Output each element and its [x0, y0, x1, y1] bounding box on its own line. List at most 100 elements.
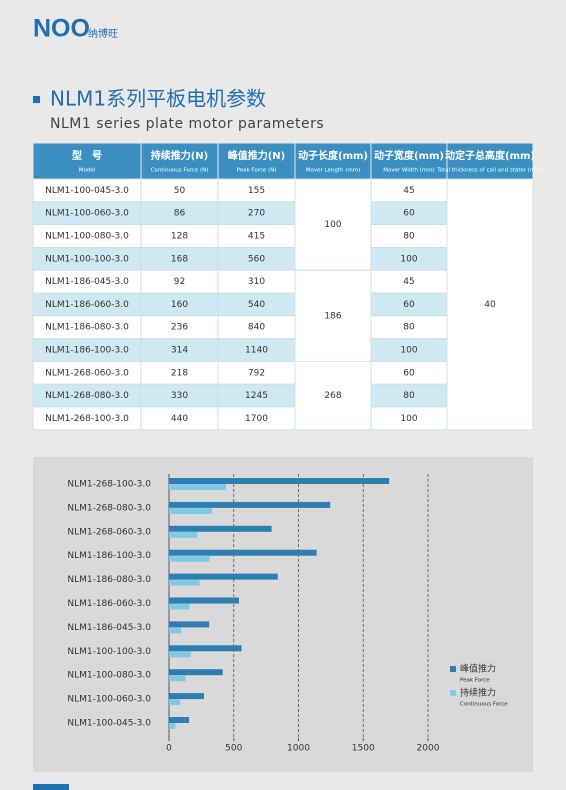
- cell-text: NLM1-268-060-3.0: [45, 368, 129, 378]
- subtitle: NLM1 series plate motor parameters: [50, 116, 324, 132]
- cell-text: 128: [171, 232, 188, 242]
- cell-text: 80: [403, 232, 415, 242]
- bar: [169, 549, 317, 556]
- bar: [169, 597, 239, 604]
- cell-text: NLM1-186-080-3.0: [45, 323, 129, 333]
- table-cell: [294, 178, 372, 271]
- header-cell: [446, 142, 534, 180]
- cell-text: 218: [171, 368, 188, 378]
- x-tick-label: 0: [166, 744, 172, 754]
- cell-text: 60: [403, 368, 415, 378]
- cell-text: NLM1-100-080-3.0: [45, 232, 129, 242]
- cell-text: 45: [403, 277, 414, 287]
- bar: [169, 579, 200, 586]
- header-en: Mover Width (mm): [383, 168, 435, 174]
- bar: [169, 555, 210, 562]
- bar: [169, 675, 186, 682]
- legend-swatch: [450, 666, 456, 672]
- bar: [169, 501, 331, 508]
- bar: [169, 645, 242, 652]
- cell-text: 268: [324, 391, 341, 401]
- cell-text: 560: [248, 254, 265, 264]
- cell-text: 100: [324, 220, 341, 230]
- bar: [169, 699, 181, 706]
- cell-text: NLM1-268-080-3.0: [45, 391, 129, 401]
- cell-text: 314: [171, 346, 188, 356]
- cell-text: 440: [171, 414, 188, 424]
- y-tick-label: NLM1-186-100-3.0: [67, 551, 151, 561]
- cell-text: 100: [400, 346, 417, 356]
- header-en: Total thickness of coil and stator (mm): [436, 168, 543, 174]
- cell-text: 92: [174, 277, 185, 287]
- header-en: Continuous Force (N): [151, 168, 209, 174]
- legend-swatch: [450, 690, 456, 696]
- cell-text: 80: [403, 391, 415, 401]
- cell-text: NLM1-186-045-3.0: [45, 277, 129, 287]
- y-tick-label: NLM1-268-080-3.0: [67, 503, 151, 513]
- bar: [169, 573, 278, 580]
- cell-text: 186: [324, 311, 341, 321]
- bar: [169, 693, 204, 700]
- cell-text: 60: [403, 300, 415, 310]
- y-tick-label: NLM1-100-080-3.0: [67, 671, 151, 681]
- bar: [169, 484, 226, 490]
- cell-text: NLM1-100-060-3.0: [45, 209, 129, 219]
- legend-label: 持续推力: [460, 687, 496, 699]
- cell-text: NLM1-186-060-3.0: [45, 300, 129, 310]
- x-tick-label: 2000: [417, 744, 440, 754]
- cell-text: 100: [400, 414, 417, 424]
- cell-text: 60: [403, 209, 415, 219]
- cell-text: 100: [400, 254, 417, 264]
- cell-text: 415: [248, 232, 265, 242]
- cell-text: 330: [171, 391, 188, 401]
- cell-text: 86: [174, 209, 186, 219]
- cell-text: 168: [171, 254, 188, 264]
- y-tick-label: NLM1-268-060-3.0: [67, 527, 151, 537]
- table-cell: [446, 178, 534, 431]
- cell-text: 540: [248, 300, 265, 310]
- footer-mark: [33, 784, 69, 790]
- header-zh: 动子长度(mm): [298, 149, 368, 162]
- header-en: Peak Force (N): [237, 168, 277, 174]
- cell-text: 45: [403, 186, 414, 196]
- y-tick-label: NLM1-100-045-3.0: [67, 719, 151, 729]
- y-tick-label: NLM1-186-080-3.0: [67, 575, 151, 585]
- bar: [169, 478, 390, 484]
- cell-text: 840: [248, 323, 265, 333]
- bar: [169, 627, 181, 634]
- y-tick-label: NLM1-268-100-3.0: [67, 480, 151, 490]
- cell-text: 236: [171, 323, 188, 333]
- y-tick-label: NLM1-186-060-3.0: [67, 599, 151, 609]
- bar: [169, 603, 190, 610]
- bar: [169, 531, 198, 538]
- cell-text: 160: [171, 300, 188, 310]
- cell-text: 792: [248, 368, 265, 378]
- x-tick-label: 500: [225, 744, 242, 754]
- y-tick-label: NLM1-100-100-3.0: [67, 647, 151, 657]
- bar: [169, 525, 272, 532]
- cell-text: 270: [248, 209, 265, 219]
- bar: [169, 669, 223, 676]
- header-zh: 峰值推力(N): [228, 149, 286, 162]
- header-zh: 型 号: [72, 149, 102, 162]
- header-en: Model: [79, 168, 96, 174]
- cell-text: 50: [174, 186, 186, 196]
- cell-text: NLM1-100-100-3.0: [45, 254, 129, 264]
- cell-text: NLM1-100-045-3.0: [45, 186, 129, 196]
- header-en: Mover Length (mm): [306, 168, 360, 174]
- cell-text: 310: [248, 277, 265, 287]
- bar: [169, 651, 191, 658]
- header-zh: 动定子总高度(mm): [445, 149, 535, 162]
- header-cell: [294, 142, 372, 180]
- header-zh: 动子宽度(mm): [374, 149, 444, 162]
- cell-text: 40: [484, 300, 496, 310]
- title-bullet: [33, 96, 40, 103]
- x-tick-label: 1000: [287, 744, 310, 754]
- table-cell: [294, 269, 372, 362]
- cell-text: 80: [403, 323, 415, 333]
- title: NLM1系列平板电机参数: [50, 87, 266, 111]
- header-zh: 持续推力(N): [151, 149, 209, 162]
- bar: [169, 507, 212, 514]
- bar: [169, 717, 190, 723]
